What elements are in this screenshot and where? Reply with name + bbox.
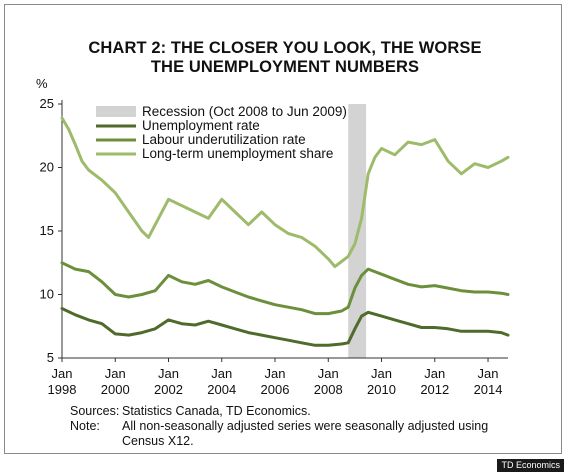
x-tick-year: 2008 bbox=[314, 382, 343, 397]
x-tick-year: 2004 bbox=[207, 382, 236, 397]
chart-title-line-2: THE UNEMPLOYMENT NUMBERS bbox=[150, 58, 420, 76]
x-tick-year: 2002 bbox=[154, 382, 183, 397]
x-tick-month: Jan bbox=[318, 366, 339, 381]
chart-notes: Sources: Statistics Canada, TD Economics… bbox=[70, 404, 522, 449]
x-tick-month: Jan bbox=[211, 366, 232, 381]
legend-label-1: Unemployment rate bbox=[142, 118, 260, 133]
x-tick-month: Jan bbox=[478, 366, 499, 381]
legend-swatch-recession bbox=[96, 106, 136, 117]
x-tick-year: 2000 bbox=[101, 382, 130, 397]
y-tick-label: 25 bbox=[40, 96, 54, 111]
note-label: Note: bbox=[70, 419, 100, 433]
y-tick-label: 10 bbox=[40, 287, 54, 302]
sources-label: Sources: bbox=[70, 404, 120, 418]
legend-label-recession: Recession (Oct 2008 to Jun 2009) bbox=[142, 104, 347, 119]
sources-text: Statistics Canada, TD Economics. bbox=[122, 404, 311, 418]
x-tick-year: 1998 bbox=[48, 382, 77, 397]
x-tick-month: Jan bbox=[371, 366, 392, 381]
series-line-2 bbox=[60, 261, 510, 316]
x-tick-month: Jan bbox=[52, 366, 73, 381]
x-tick-year: 2012 bbox=[420, 382, 449, 397]
x-tick-year: 2006 bbox=[261, 382, 290, 397]
line-chart: % 510152025Jan1998Jan2000Jan2002Jan2004J… bbox=[36, 76, 510, 397]
credit-badge: TD Economics bbox=[497, 459, 564, 472]
x-tick-year: 2014 bbox=[474, 382, 503, 397]
y-axis-label: % bbox=[36, 76, 48, 91]
series-line-1 bbox=[60, 307, 510, 347]
x-tick-month: Jan bbox=[105, 366, 126, 381]
note-text: All non-seasonally adjusted series were … bbox=[122, 419, 489, 448]
y-tick-label: 15 bbox=[40, 223, 54, 238]
x-tick-month: Jan bbox=[158, 366, 179, 381]
x-tick-month: Jan bbox=[265, 366, 286, 381]
x-tick-month: Jan bbox=[424, 366, 445, 381]
x-tick-year: 2010 bbox=[367, 382, 396, 397]
y-tick-label: 5 bbox=[47, 350, 54, 365]
legend-label-2: Labour underutilization rate bbox=[142, 132, 306, 147]
legend-label-3: Long-term unemployment share bbox=[142, 146, 333, 161]
chart-title-line-1: CHART 2: THE CLOSER YOU LOOK, THE WORSE bbox=[88, 39, 482, 57]
series-line-3 bbox=[60, 116, 510, 269]
y-tick-label: 20 bbox=[40, 160, 54, 175]
